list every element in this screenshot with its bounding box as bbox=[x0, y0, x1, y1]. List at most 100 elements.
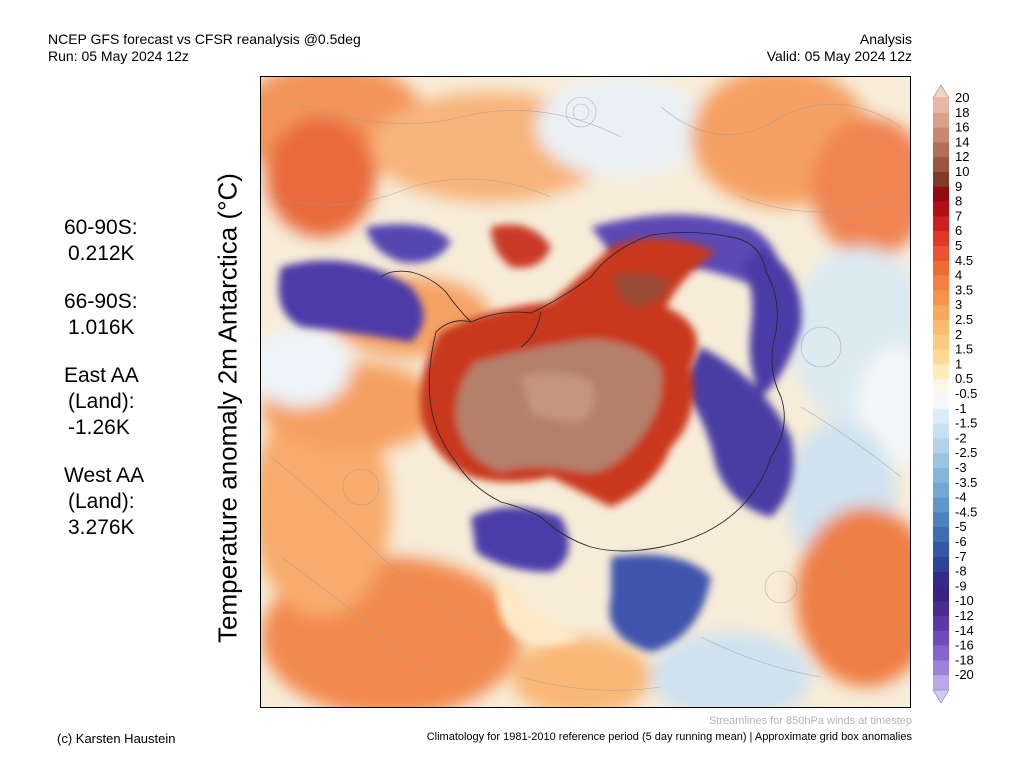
colorbar-swatch bbox=[933, 497, 949, 513]
analysis-label: Analysis bbox=[859, 31, 912, 47]
colorbar-label: -6 bbox=[955, 534, 967, 549]
colorbar-swatch bbox=[933, 112, 949, 128]
colorbar-swatch bbox=[933, 571, 949, 587]
colorbar-swatch bbox=[933, 186, 949, 202]
stat-east-aa: East AA (Land): -1.26K bbox=[64, 363, 144, 441]
colorbar-label: 3 bbox=[955, 297, 962, 312]
colorbar-label: 18 bbox=[955, 105, 969, 120]
colorbar-label: 1 bbox=[955, 356, 962, 371]
antarctica-coastline bbox=[380, 231, 785, 552]
colorbar-swatch bbox=[933, 216, 949, 232]
colorbar-label: -5 bbox=[955, 519, 967, 534]
colorbar-label: -16 bbox=[955, 638, 974, 653]
stat-region: 60-90S: bbox=[64, 216, 138, 239]
colorbar-swatch bbox=[933, 246, 949, 262]
stat-west-aa: West AA (Land): 3.276K bbox=[64, 463, 144, 541]
colorbar-swatch bbox=[933, 453, 949, 469]
colorbar-swatch bbox=[933, 142, 949, 158]
colorbar-label: -2.5 bbox=[955, 445, 977, 460]
colorbar-label: 2.5 bbox=[955, 312, 973, 327]
colorbar-label: 8 bbox=[955, 194, 962, 209]
colorbar-swatch bbox=[933, 482, 949, 498]
colorbar-swatch bbox=[933, 127, 949, 143]
streamlines bbox=[270, 96, 902, 691]
colorbar-label: 2 bbox=[955, 327, 962, 342]
colorbar-swatch bbox=[933, 364, 949, 380]
run-time: Run: 05 May 2024 12z bbox=[48, 48, 189, 64]
colorbar-swatch bbox=[933, 527, 949, 543]
colorbar-swatch bbox=[933, 542, 949, 558]
colorbar-label: 7 bbox=[955, 208, 962, 223]
streamline-note: Streamlines for 850hPa winds at timestep bbox=[709, 715, 912, 727]
colorbar-swatch bbox=[933, 290, 949, 306]
colorbar-swatch bbox=[933, 172, 949, 188]
colorbar-label: 14 bbox=[955, 134, 969, 149]
colorbar-label: -3.5 bbox=[955, 475, 977, 490]
colorbar-swatch bbox=[933, 660, 949, 676]
stat-66-90s: 66-90S: 1.016K bbox=[64, 289, 144, 341]
colorbar-swatch bbox=[933, 468, 949, 484]
colorbar-label: 4 bbox=[955, 268, 962, 283]
stat-region: East AA bbox=[64, 364, 139, 387]
colorbar-label: 3.5 bbox=[955, 282, 973, 297]
colorbar-label: 0.5 bbox=[955, 371, 973, 386]
colorbar-swatch bbox=[933, 512, 949, 528]
colorbar-swatch bbox=[933, 201, 949, 217]
colorbar-top-triangle bbox=[932, 84, 950, 99]
colorbar-swatch bbox=[933, 675, 949, 691]
title-block: NCEP GFS forecast vs CFSR reanalysis @0.… bbox=[48, 31, 361, 65]
colorbar-swatch bbox=[933, 349, 949, 365]
stat-region-sub: (Land): bbox=[68, 490, 135, 513]
colorbar-swatch bbox=[933, 157, 949, 173]
colorbar-swatch bbox=[933, 408, 949, 424]
colorbar-label: -0.5 bbox=[955, 386, 977, 401]
colorbar-label: 20 bbox=[955, 90, 969, 105]
colorbar-label: -4 bbox=[955, 490, 967, 505]
map-canvas bbox=[261, 77, 910, 707]
valid-block: Analysis Valid: 05 May 2024 12z bbox=[767, 31, 912, 65]
colorbar-svg: 201816141210987654.543.532.521.510.5-0.5… bbox=[932, 84, 977, 704]
stat-value: -1.26K bbox=[68, 416, 130, 439]
sea-ice-cold-anomalies bbox=[278, 214, 802, 652]
regional-stats: 60-90S: 0.212K 66-90S: 1.016K East AA (L… bbox=[64, 215, 144, 563]
colorbar-swatch bbox=[933, 616, 949, 632]
stat-region-sub: (Land): bbox=[68, 390, 135, 413]
colorbar-label: 12 bbox=[955, 149, 969, 164]
colorbar-swatch bbox=[933, 586, 949, 602]
colorbar-label: -14 bbox=[955, 623, 974, 638]
credit: (c) Karsten Haustein bbox=[57, 731, 176, 746]
colorbar-swatch bbox=[933, 320, 949, 336]
colorbar-swatch bbox=[933, 556, 949, 572]
colorbar-swatch bbox=[933, 275, 949, 291]
colorbar-label: -8 bbox=[955, 564, 967, 579]
colorbar-swatch bbox=[933, 423, 949, 439]
colorbar-swatch bbox=[933, 334, 949, 350]
stat-60-90s: 60-90S: 0.212K bbox=[64, 215, 144, 267]
colorbar-label: 5 bbox=[955, 238, 962, 253]
colorbar-label: -3 bbox=[955, 460, 967, 475]
colorbar-label: 6 bbox=[955, 223, 962, 238]
colorbar-label: -4.5 bbox=[955, 504, 977, 519]
colorbar-label: 1.5 bbox=[955, 342, 973, 357]
colorbar-label: -2 bbox=[955, 430, 967, 445]
colorbar-label: -9 bbox=[955, 578, 967, 593]
colorbar-label: 10 bbox=[955, 164, 969, 179]
colorbar-label: 4.5 bbox=[955, 253, 973, 268]
colorbar-label: -7 bbox=[955, 549, 967, 564]
stat-region: 66-90S: bbox=[64, 290, 138, 313]
colorbar-legend: 20 18 16 14 12 10 9 8 7 6 5 4.5 4 3.5 3 2.5 2 1.5 1 0.5 -0.5… bbox=[929, 84, 1019, 704]
colorbar-swatch bbox=[933, 305, 949, 321]
colorbar-swatch bbox=[933, 260, 949, 276]
colorbar-label: -1.5 bbox=[955, 416, 977, 431]
colorbar-swatch bbox=[933, 438, 949, 454]
colorbar-label: -1 bbox=[955, 401, 967, 416]
colorbar-swatch bbox=[933, 601, 949, 617]
climatology-note: Climatology for 1981-2010 reference peri… bbox=[426, 731, 912, 743]
stat-value: 0.212K bbox=[68, 242, 135, 265]
y-axis-label: Temperature anomaly 2m Antarctica (°C) bbox=[212, 173, 243, 643]
valid-time: Valid: 05 May 2024 12z bbox=[766, 48, 912, 64]
colorbar-label: -20 bbox=[955, 667, 974, 682]
colorbar-label: 9 bbox=[955, 179, 962, 194]
colorbar-swatch bbox=[933, 98, 949, 114]
colorbar-swatch bbox=[933, 379, 949, 395]
